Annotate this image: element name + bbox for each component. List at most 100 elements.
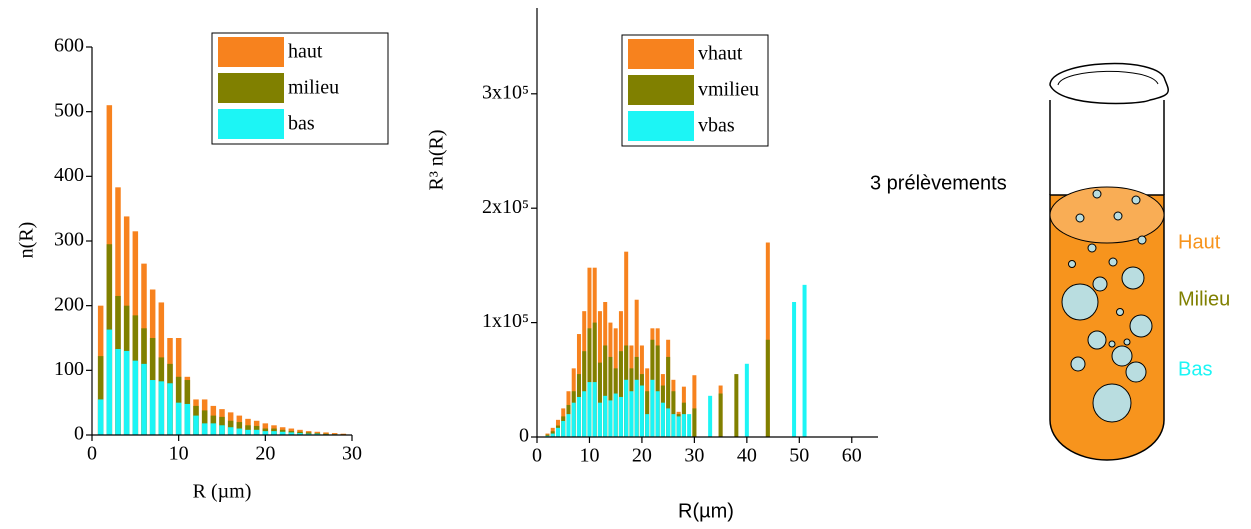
legend-swatch: [628, 111, 694, 141]
x-tick-label: 0: [87, 443, 97, 465]
legend-label: vbas: [698, 115, 735, 137]
bar: [645, 414, 650, 437]
bar: [279, 431, 286, 435]
x-tick-label: 40: [737, 445, 757, 467]
bar: [608, 356, 613, 437]
bar: [550, 433, 555, 437]
bar: [597, 362, 602, 437]
bar: [687, 414, 692, 437]
bar: [608, 400, 613, 437]
y-tick-label: 200: [54, 293, 84, 315]
bar: [624, 251, 629, 437]
bar: [708, 395, 713, 437]
level-label: Milieu: [1178, 288, 1230, 310]
bar: [639, 385, 644, 437]
bar: [618, 396, 623, 437]
bar: [666, 356, 671, 437]
bar: [184, 403, 191, 435]
bar: [802, 284, 807, 437]
legend-swatch: [628, 39, 694, 69]
bar: [597, 402, 602, 437]
y-axis-label: R³ n(R): [426, 130, 448, 191]
y-tick-label: 600: [54, 35, 84, 57]
bar: [227, 427, 234, 435]
y-tick-label: 0: [519, 425, 529, 447]
legend-swatch: [218, 37, 284, 67]
bar: [236, 428, 243, 435]
legend-swatch: [218, 73, 284, 103]
legend-label: milieu: [288, 77, 339, 99]
bar: [576, 396, 581, 437]
bar: [149, 380, 156, 435]
bar: [624, 379, 629, 437]
y-tick-label: 3x10⁵: [482, 81, 529, 103]
bar: [660, 402, 665, 437]
bar: [253, 429, 260, 435]
bar: [245, 429, 251, 435]
bar: [592, 382, 597, 437]
x-tick-label: 10: [579, 445, 599, 467]
x-tick-label: 50: [789, 445, 809, 467]
bar: [571, 402, 576, 437]
bar: [561, 420, 566, 437]
bar: [681, 414, 686, 437]
bar: [288, 432, 295, 435]
y-tick-label: 500: [54, 99, 84, 121]
y-axis-label: n(R): [16, 222, 38, 259]
legend-label: bas: [288, 113, 315, 135]
legend-label: haut: [288, 41, 323, 63]
legend-swatch: [628, 75, 694, 105]
x-axis-label: R (µm): [193, 481, 252, 503]
bar: [201, 410, 208, 435]
legend-swatch: [218, 109, 284, 139]
bar: [634, 379, 639, 437]
bar: [314, 433, 321, 435]
bar: [175, 402, 182, 435]
bar: [106, 329, 113, 435]
bar: [655, 391, 660, 437]
bar: [262, 431, 269, 435]
bar: [792, 302, 797, 437]
x-axis-label: R(µm): [678, 500, 734, 522]
x-tick-label: 20: [632, 445, 652, 467]
bar: [158, 381, 165, 435]
bar: [650, 379, 655, 437]
x-tick-label: 30: [342, 443, 362, 465]
bar: [97, 356, 104, 435]
bar: [613, 393, 618, 437]
level-label: Haut: [1178, 231, 1221, 253]
bar: [132, 360, 139, 435]
bar: [765, 339, 770, 437]
bar: [582, 391, 587, 437]
bar: [592, 322, 597, 437]
x-tick-label: 60: [842, 445, 862, 467]
bar: [297, 433, 303, 435]
bar: [123, 350, 130, 435]
bar: [734, 374, 739, 437]
diagram-caption: 3 prélèvements: [870, 172, 1007, 194]
y-tick-label: 0: [74, 423, 84, 445]
bar: [666, 408, 671, 437]
y-tick-label: 300: [54, 229, 84, 251]
bar: [167, 383, 173, 435]
legend-label: vmilieu: [698, 79, 759, 101]
bar: [618, 351, 623, 437]
x-tick-label: 10: [169, 443, 189, 465]
bar: [629, 391, 634, 437]
x-tick-label: 20: [255, 443, 275, 465]
y-tick-label: 100: [54, 358, 84, 380]
test-tube: [1049, 62, 1169, 461]
legend-label: vhaut: [698, 43, 743, 65]
x-tick-label: 30: [684, 445, 704, 467]
bar: [555, 427, 560, 437]
bar: [587, 382, 592, 437]
bar: [692, 408, 697, 437]
bar: [115, 348, 121, 435]
bar: [566, 414, 571, 437]
bar: [744, 363, 749, 437]
y-tick-label: 400: [54, 164, 84, 186]
bar: [305, 433, 312, 435]
bar: [219, 425, 225, 435]
